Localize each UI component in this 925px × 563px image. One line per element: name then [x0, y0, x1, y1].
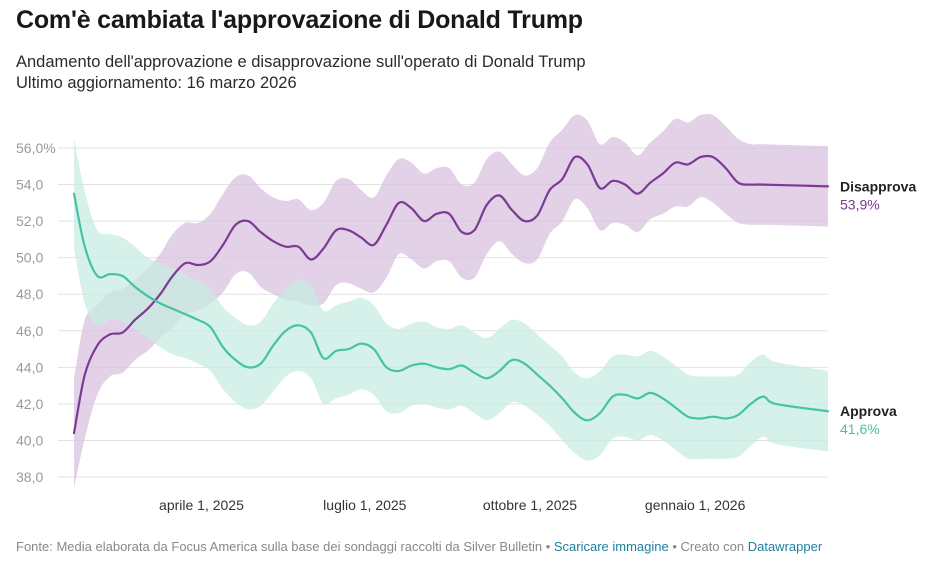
series-label-disapprove: Disapprova	[840, 178, 916, 194]
source-note: Fonte: Media elaborata da Focus America …	[16, 539, 543, 554]
uncertainty-bands	[74, 113, 828, 489]
y-tick-label: 40,0	[16, 432, 43, 448]
x-tick-label: ottobre 1, 2025	[483, 497, 577, 513]
x-tick-label: luglio 1, 2025	[323, 497, 407, 513]
subtitle-updated: Ultimo aggiornamento: 16 marzo 2026	[16, 74, 297, 92]
y-tick-label: 54,0	[16, 177, 43, 193]
download-image-link[interactable]: Scaricare immagine	[553, 539, 669, 554]
y-axis-labels: 38,0 40,0 42,0 44,0 46,0 48,0 50,0 52,0 54,0 56,0…	[16, 140, 56, 485]
series-line-disapprove	[72, 154, 830, 435]
y-tick-label: 56,0%	[16, 140, 56, 156]
footer-separator: •	[668, 539, 681, 554]
y-tick-label: 46,0	[16, 323, 43, 339]
y-tick-label: 50,0	[16, 250, 43, 266]
chart-footer: Fonte: Media elaborata da Focus America …	[16, 539, 822, 554]
x-tick-label: gennaio 1, 2026	[645, 497, 746, 513]
created-with-note: Creato con	[680, 539, 748, 554]
footer-separator: •	[542, 539, 554, 554]
y-tick-label: 44,0	[16, 359, 43, 375]
series-lines	[72, 154, 830, 435]
uncertainty-band-approve	[74, 138, 828, 461]
chart-subtitle: Andamento dell'approvazione e disapprova…	[16, 52, 586, 94]
y-tick-label: 42,0	[16, 396, 43, 412]
y-tick-label: 38,0	[16, 469, 43, 485]
datawrapper-link[interactable]: Datawrapper	[747, 539, 823, 554]
y-tick-label: 52,0	[16, 213, 43, 229]
series-line-approve	[72, 192, 830, 422]
uncertainty-band-disapprove	[74, 113, 828, 489]
chart-title: Com'è cambiata l'approvazione di Donald …	[16, 6, 583, 34]
y-tick-label: 48,0	[16, 286, 43, 302]
series-label-approve: Approva	[840, 403, 897, 419]
series-end-labels: Disapprova 53,9% Approva 41,6%	[840, 178, 916, 437]
x-axis-labels: aprile 1, 2025 luglio 1, 2025 ottobre 1, 2…	[159, 497, 746, 513]
subtitle-description: Andamento dell'approvazione e disapprova…	[16, 53, 586, 71]
series-value-disapprove: 53,9%	[840, 196, 880, 212]
x-tick-label: aprile 1, 2025	[159, 497, 244, 513]
series-value-approve: 41,6%	[840, 421, 880, 437]
